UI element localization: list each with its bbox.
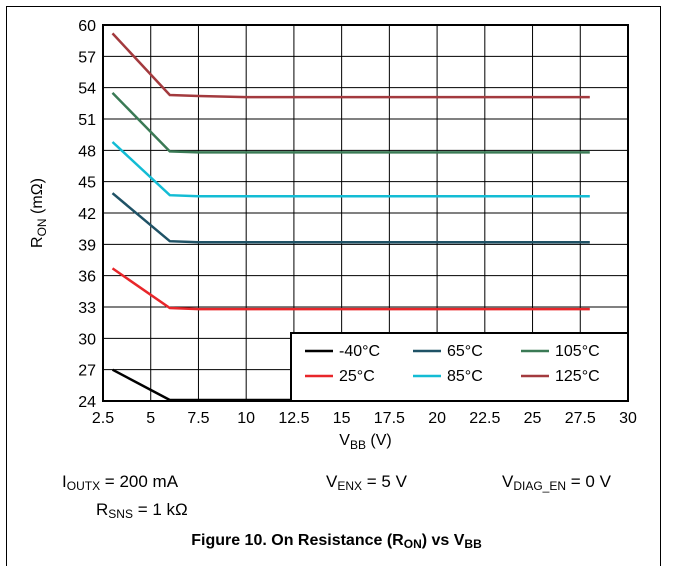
condition-vdiag-en: VDIAG_EN = 0 V — [502, 472, 611, 493]
condition-rsns: RSNS = 1 kΩ — [96, 500, 188, 521]
y-tick-label: 42 — [78, 206, 96, 223]
y-tick-label: 54 — [78, 81, 96, 98]
series-line-25°C — [111, 267, 590, 311]
x-tick-label: 12.5 — [278, 410, 309, 427]
x-tick-label: 7.5 — [187, 410, 209, 427]
legend-label: 65°C — [447, 343, 483, 360]
series-line-105°C — [111, 92, 590, 154]
legend-label: 105°C — [555, 343, 600, 360]
y-tick-label: 36 — [78, 269, 96, 286]
y-tick-label: 27 — [78, 363, 96, 380]
legend-label: 125°C — [555, 368, 600, 385]
series-line-85°C — [111, 141, 590, 198]
legend-label: 25°C — [339, 368, 375, 385]
y-tick-label: 30 — [78, 331, 96, 348]
x-tick-label: 27.5 — [565, 410, 596, 427]
condition-venx: VENX = 5 V — [326, 472, 407, 493]
x-tick-label: 17.5 — [374, 410, 405, 427]
series-line-125°C — [111, 32, 590, 99]
y-tick-label: 48 — [78, 143, 96, 160]
figure-caption: Figure 10. On Resistance (RON) vs VBB — [191, 532, 482, 551]
y-tick-label: 57 — [78, 49, 96, 66]
x-tick-label: 2.5 — [92, 410, 114, 427]
legend-label: 85°C — [447, 368, 483, 385]
x-axis-label: VBB (V) — [339, 432, 391, 452]
y-tick-label: 60 — [78, 18, 96, 35]
x-tick-label: 15 — [333, 410, 351, 427]
x-tick-label: 20 — [428, 410, 446, 427]
y-tick-label: 39 — [78, 237, 96, 254]
x-tick-label: 5 — [146, 410, 155, 427]
x-tick-labels: 2.5 5 7.5 10 12.5 15 17.5 20 22.5 25 27.5 30 — [92, 410, 637, 427]
legend-label: -40°C — [339, 343, 380, 360]
series-line-65°C — [111, 192, 590, 244]
figure-frame — [6, 6, 661, 566]
legend: -40°C 25°C 65°C 85°C 105°C 125°C — [290, 332, 629, 402]
y-tick-label: 51 — [78, 112, 96, 129]
y-tick-label: 45 — [78, 175, 96, 192]
y-tick-labels: 24 27 30 33 36 39 42 45 48 51 54 57 60 — [78, 18, 96, 411]
x-tick-label: 25 — [524, 410, 542, 427]
x-tick-label: 22.5 — [469, 410, 500, 427]
y-tick-label: 33 — [78, 300, 96, 317]
x-tick-label: 30 — [619, 410, 637, 427]
line-chart: 2.5 5 7.5 10 12.5 15 17.5 20 22.5 25 27.5 30 24 27 30… — [29, 18, 637, 452]
y-axis-label: RON (mΩ) — [29, 178, 49, 248]
condition-ioutx: IOUTX = 200 mA — [62, 472, 179, 493]
figure-top-rule — [6, 6, 661, 7]
y-tick-label: 24 — [78, 394, 96, 411]
legend-box — [290, 332, 629, 402]
x-tick-label: 10 — [237, 410, 255, 427]
